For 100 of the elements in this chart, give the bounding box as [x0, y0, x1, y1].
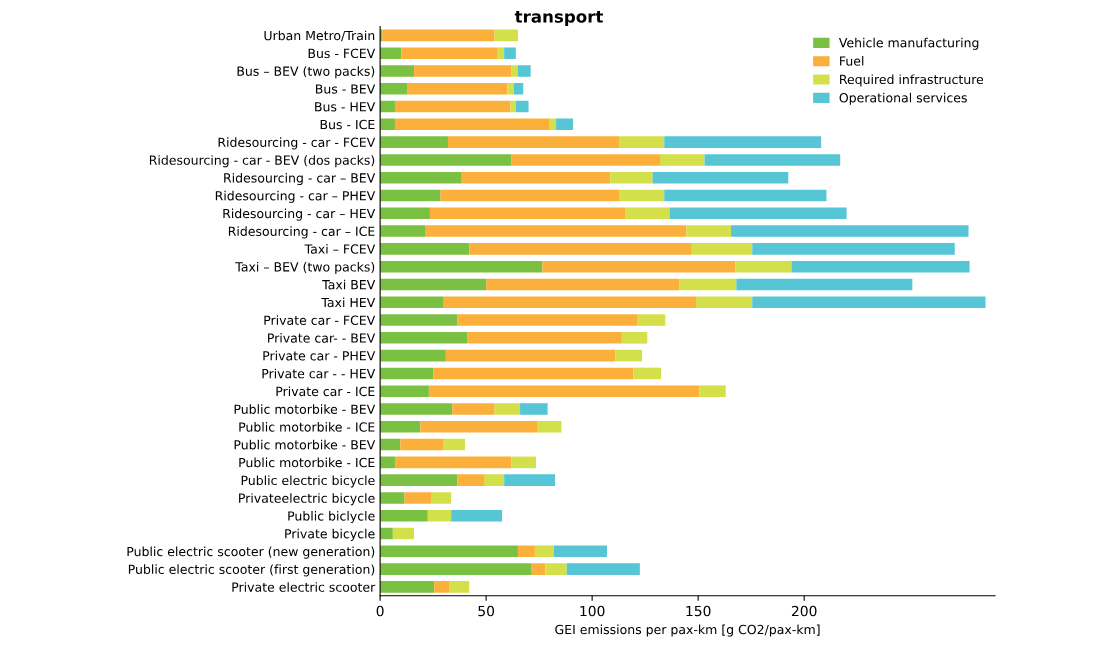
bar	[664, 189, 827, 202]
y-tick-label: Taxi – FCEV	[304, 244, 376, 254]
bar	[380, 349, 446, 362]
bar	[457, 474, 485, 486]
bar	[447, 136, 620, 148]
y-tick-label: Public electric scooter (new generation)	[127, 546, 375, 559]
bar	[461, 171, 611, 184]
bar	[531, 563, 546, 575]
y-tick-label: Private car - FCEV	[264, 315, 376, 325]
bar	[615, 349, 642, 362]
bar	[451, 509, 503, 522]
bar	[696, 296, 753, 309]
y-tick-label: Bus – BEV (two packs)	[237, 66, 375, 79]
bar	[507, 82, 514, 95]
bar	[679, 278, 737, 291]
bar	[515, 100, 529, 113]
bar	[704, 154, 841, 166]
y-tick-label: Public motorbike - BEV	[234, 439, 376, 450]
bar	[394, 100, 511, 113]
bar	[380, 296, 444, 309]
bar	[517, 545, 535, 558]
bar	[380, 527, 393, 540]
bar	[380, 509, 428, 522]
y-tick-label: Bus - HEV	[315, 102, 376, 112]
bar	[469, 243, 692, 255]
y-tick-label: Bus - ICE	[320, 119, 375, 130]
y-tick-label: Public motorbike - ICE	[239, 457, 375, 468]
bar	[621, 332, 648, 344]
y-tick-label: Public electric bicycle	[241, 475, 375, 488]
bar	[380, 545, 518, 558]
chart-title: transport	[514, 10, 604, 27]
bar	[380, 314, 458, 326]
bar	[445, 349, 616, 362]
bar	[401, 47, 498, 59]
bar	[511, 65, 518, 77]
legend-label: Vehicle manufacturing	[838, 37, 979, 50]
bar	[392, 527, 415, 540]
x-tick-label: 50	[478, 605, 495, 617]
bar	[380, 260, 543, 273]
y-tick-label: Ridesourcing - car - BEV (dos packs)	[149, 155, 375, 168]
y-tick-label: Taxi – BEV (two packs)	[235, 261, 375, 275]
bar	[420, 421, 538, 433]
bar	[380, 118, 395, 131]
bar	[625, 207, 670, 220]
bar	[467, 332, 622, 344]
bar	[380, 367, 434, 380]
bar	[735, 260, 792, 273]
bar	[380, 474, 458, 486]
bar	[380, 225, 426, 237]
bar	[484, 474, 505, 486]
bar	[414, 65, 512, 77]
bar	[428, 385, 700, 397]
bar	[380, 581, 435, 593]
y-tick-label: Ridesourcing - car – PHEV	[215, 190, 376, 203]
bar	[513, 82, 524, 95]
bar	[434, 581, 450, 593]
bar	[394, 118, 550, 131]
bar	[610, 171, 653, 184]
bar	[699, 385, 726, 397]
bar	[486, 278, 680, 291]
bar	[633, 367, 662, 380]
y-tick-label: Privateelectric bicycle	[239, 493, 375, 506]
y-tick-label: Ridesourcing - car - FCEV	[218, 137, 376, 150]
legend-label: Required infrastructure	[840, 74, 984, 87]
bar	[380, 189, 441, 202]
bar	[394, 456, 512, 469]
bar	[637, 314, 666, 326]
legend-label: Fuel	[840, 56, 864, 66]
bar	[380, 492, 405, 504]
bar	[380, 403, 453, 415]
y-tick-label: Public motorbike - ICE	[239, 422, 375, 432]
bar	[619, 189, 665, 202]
bar	[427, 509, 452, 522]
bar	[545, 563, 567, 575]
y-tick-label: Taxi BEV	[322, 279, 376, 290]
bar	[553, 545, 607, 558]
x-tick-label: 100	[580, 605, 605, 617]
bar	[556, 118, 574, 131]
bar	[380, 421, 421, 433]
y-tick-label: Ridesourcing - car – BEV	[224, 172, 376, 186]
bar	[619, 136, 665, 148]
x-axis-title: GEI emissions per pax-km [g CO2/pax-km]	[555, 624, 820, 637]
bar	[669, 207, 847, 220]
bar	[380, 332, 468, 344]
bar	[752, 296, 986, 309]
bar	[380, 154, 512, 166]
bar	[425, 225, 687, 237]
bar	[731, 225, 969, 237]
bar	[691, 243, 753, 255]
bar	[452, 403, 495, 415]
bar	[494, 29, 518, 42]
x-tick-label: 0	[376, 605, 384, 617]
bar	[511, 456, 536, 469]
bar	[520, 403, 548, 415]
y-tick-label: Taxi HEV	[321, 297, 376, 308]
bar	[664, 136, 822, 148]
bar	[517, 65, 531, 77]
bar	[457, 314, 638, 326]
bar	[380, 100, 395, 113]
bar	[652, 171, 789, 184]
